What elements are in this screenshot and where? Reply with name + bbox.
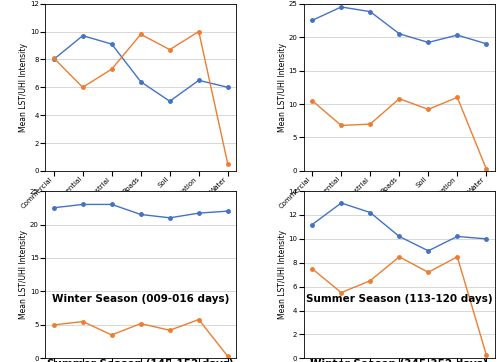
MEAN LST	[167, 216, 173, 220]
UHI Intensity	[50, 323, 56, 327]
MEAN LST	[338, 5, 344, 9]
MEAN LST	[426, 249, 432, 253]
UHI Intensity	[80, 85, 86, 89]
MEAN LST	[108, 42, 114, 46]
UHI Intensity	[138, 32, 143, 37]
UHI Intensity	[396, 97, 402, 101]
MEAN LST	[367, 210, 373, 215]
MEAN LST	[396, 31, 402, 36]
MEAN LST	[454, 234, 460, 239]
MEAN LST	[225, 209, 231, 213]
UHI Intensity	[196, 29, 202, 34]
UHI Intensity	[50, 56, 56, 60]
MEAN LST	[367, 9, 373, 14]
UHI Intensity	[396, 254, 402, 259]
MEAN LST	[225, 85, 231, 89]
Y-axis label: Mean LST/UHI Intensity: Mean LST/UHI Intensity	[278, 230, 287, 319]
MEAN LST	[167, 99, 173, 104]
Line: MEAN LST: MEAN LST	[52, 34, 230, 103]
MEAN LST	[108, 202, 114, 207]
MEAN LST	[454, 33, 460, 37]
Line: UHI Intensity: UHI Intensity	[52, 318, 230, 358]
UHI Intensity	[167, 328, 173, 332]
UHI Intensity	[338, 123, 344, 128]
UHI Intensity	[484, 167, 490, 171]
UHI Intensity	[196, 317, 202, 322]
UHI Intensity	[338, 290, 344, 295]
Text: Summer Season (113-120 days): Summer Season (113-120 days)	[306, 294, 492, 304]
UHI Intensity	[167, 47, 173, 52]
MEAN LST	[138, 80, 143, 84]
MEAN LST	[196, 211, 202, 215]
UHI Intensity	[426, 107, 432, 111]
MEAN LST	[484, 42, 490, 46]
UHI Intensity	[454, 254, 460, 259]
MEAN LST	[80, 34, 86, 38]
MEAN LST	[50, 57, 56, 62]
Y-axis label: Mean LST/UHI Intensity: Mean LST/UHI Intensity	[20, 43, 28, 132]
UHI Intensity	[108, 333, 114, 337]
UHI Intensity	[454, 95, 460, 100]
Legend: MEAN LST, UHI Intensity: MEAN LST, UHI Intensity	[79, 272, 202, 291]
Text: Winter Season (345-352 days): Winter Season (345-352 days)	[310, 359, 488, 362]
MEAN LST	[196, 78, 202, 83]
MEAN LST	[50, 206, 56, 210]
UHI Intensity	[309, 266, 315, 271]
UHI Intensity	[426, 270, 432, 274]
MEAN LST	[396, 234, 402, 239]
UHI Intensity	[367, 278, 373, 283]
UHI Intensity	[309, 98, 315, 103]
Y-axis label: Mean LST/UHI Intensity: Mean LST/UHI Intensity	[278, 43, 287, 132]
Line: MEAN LST: MEAN LST	[310, 201, 488, 253]
Line: UHI Intensity: UHI Intensity	[52, 30, 230, 166]
Text: Winter Season (009-016 days): Winter Season (009-016 days)	[52, 294, 230, 304]
Line: UHI Intensity: UHI Intensity	[310, 96, 488, 171]
Line: MEAN LST: MEAN LST	[52, 203, 230, 219]
Legend: MEAN LST, UHI Intensity: MEAN LST, UHI Intensity	[338, 272, 461, 291]
MEAN LST	[309, 222, 315, 227]
MEAN LST	[138, 212, 143, 216]
Line: UHI Intensity: UHI Intensity	[310, 255, 488, 357]
Y-axis label: Mean LST/UHI Intensity: Mean LST/UHI Intensity	[20, 230, 28, 319]
UHI Intensity	[108, 67, 114, 71]
UHI Intensity	[138, 321, 143, 326]
MEAN LST	[338, 201, 344, 205]
UHI Intensity	[367, 122, 373, 126]
Line: MEAN LST: MEAN LST	[310, 5, 488, 46]
UHI Intensity	[225, 354, 231, 358]
MEAN LST	[309, 18, 315, 22]
UHI Intensity	[80, 319, 86, 324]
Text: Summer Season (145-152 days): Summer Season (145-152 days)	[48, 359, 234, 362]
MEAN LST	[80, 202, 86, 207]
MEAN LST	[426, 40, 432, 45]
UHI Intensity	[484, 353, 490, 357]
MEAN LST	[484, 237, 490, 241]
UHI Intensity	[225, 162, 231, 166]
